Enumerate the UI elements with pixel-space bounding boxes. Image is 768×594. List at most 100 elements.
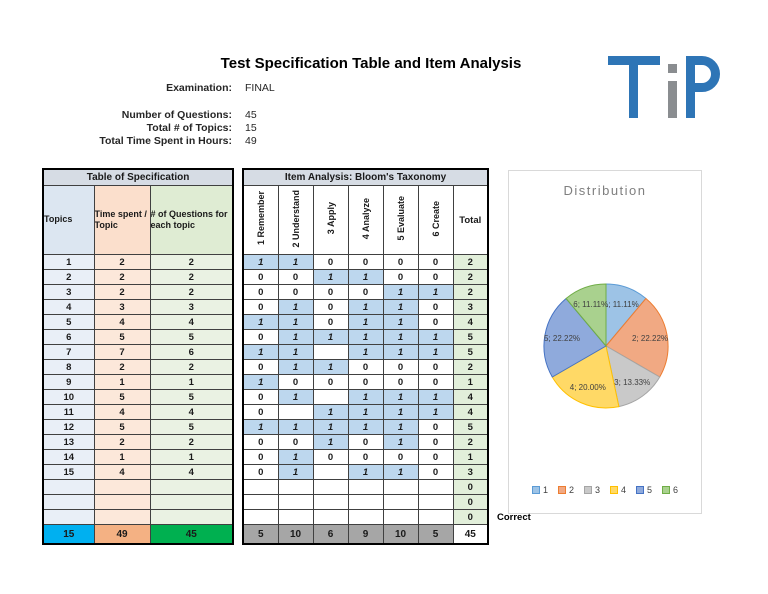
item-cell[interactable]: 1 [312, 404, 349, 420]
total-hours-value[interactable]: 49 [245, 135, 257, 147]
item-cell[interactable] [242, 509, 279, 525]
item-cell[interactable]: 1 [277, 449, 314, 465]
item-cell[interactable] [312, 479, 349, 495]
item-cell[interactable]: 0 [417, 374, 454, 390]
item-cell[interactable]: 1 [417, 284, 454, 300]
item-cell[interactable]: 1 [382, 434, 419, 450]
item-cell[interactable]: 0 [277, 269, 314, 285]
item-cell[interactable]: 1 [277, 329, 314, 345]
item-row-total-cell[interactable]: 2 [452, 269, 489, 285]
item-cell[interactable]: 0 [312, 299, 349, 315]
spec-cell[interactable]: 2 [149, 359, 234, 375]
item-cell[interactable]: 1 [417, 404, 454, 420]
item-cell[interactable]: 1 [382, 419, 419, 435]
item-cell[interactable]: 1 [312, 359, 349, 375]
item-cell[interactable]: 0 [242, 359, 279, 375]
item-cell[interactable]: 0 [242, 449, 279, 465]
item-col-header[interactable]: 4 Analyze [347, 185, 384, 255]
item-cell[interactable] [417, 509, 454, 525]
spec-cell[interactable] [93, 494, 151, 510]
spec-cell[interactable]: 15 [42, 464, 95, 480]
item-cell[interactable]: 0 [417, 299, 454, 315]
item-cell[interactable]: 0 [417, 419, 454, 435]
item-cell[interactable] [382, 509, 419, 525]
item-column-total-cell[interactable]: 10 [277, 524, 314, 545]
item-cell[interactable]: 0 [347, 284, 384, 300]
item-cell[interactable]: 0 [312, 254, 349, 270]
item-cell[interactable]: 1 [382, 314, 419, 330]
item-cell[interactable]: 0 [382, 269, 419, 285]
spec-table-title[interactable]: Table of Specification [42, 168, 234, 186]
spec-cell[interactable]: 9 [42, 374, 95, 390]
item-row-total-cell[interactable]: 4 [452, 314, 489, 330]
item-cell[interactable]: 1 [277, 344, 314, 360]
item-cell[interactable] [347, 479, 384, 495]
item-cell[interactable]: 1 [312, 434, 349, 450]
item-cell[interactable] [347, 494, 384, 510]
item-cell[interactable]: 1 [277, 314, 314, 330]
num-questions-value[interactable]: 45 [245, 109, 257, 121]
item-cell[interactable]: 0 [242, 464, 279, 480]
spec-cell[interactable]: 1 [93, 449, 151, 465]
spec-col-header[interactable]: Time spent / Topic [93, 185, 151, 255]
item-table-title[interactable]: Item Analysis: Bloom's Taxonomy [242, 168, 489, 186]
item-col-header[interactable]: 2 Understand [277, 185, 314, 255]
spec-total-cell[interactable]: 49 [93, 524, 151, 545]
spec-cell[interactable]: 4 [93, 314, 151, 330]
item-cell[interactable]: 1 [242, 314, 279, 330]
item-cell[interactable]: 1 [347, 299, 384, 315]
spec-cell[interactable]: 2 [42, 269, 95, 285]
spec-cell[interactable]: 4 [93, 464, 151, 480]
item-cell[interactable] [277, 479, 314, 495]
item-cell[interactable]: 1 [382, 329, 419, 345]
item-cell[interactable] [347, 509, 384, 525]
item-row-total-cell[interactable]: 2 [452, 434, 489, 450]
spec-cell[interactable] [149, 479, 234, 495]
item-cell[interactable]: 0 [382, 254, 419, 270]
item-cell[interactable]: 0 [312, 374, 349, 390]
item-cell[interactable] [277, 404, 314, 420]
item-row-total-cell[interactable]: 3 [452, 464, 489, 480]
item-cell[interactable] [417, 479, 454, 495]
pie-slice[interactable] [565, 283, 607, 348]
item-cell[interactable]: 0 [382, 374, 419, 390]
item-cell[interactable]: 1 [382, 389, 419, 405]
spec-cell[interactable]: 5 [93, 329, 151, 345]
item-cell[interactable]: 0 [242, 389, 279, 405]
pie-slice[interactable] [543, 297, 607, 378]
item-cell[interactable] [277, 509, 314, 525]
spec-cell[interactable]: 1 [42, 254, 95, 270]
spec-cell[interactable]: 1 [149, 374, 234, 390]
examination-value[interactable]: FINAL [245, 82, 275, 94]
spec-cell[interactable]: 14 [42, 449, 95, 465]
item-cell[interactable]: 0 [347, 449, 384, 465]
item-cell[interactable]: 0 [242, 434, 279, 450]
item-col-header[interactable]: 3 Apply [312, 185, 349, 255]
item-cell[interactable]: 1 [242, 374, 279, 390]
item-row-total-cell[interactable]: 5 [452, 329, 489, 345]
item-cell[interactable]: 0 [417, 434, 454, 450]
spec-cell[interactable]: 13 [42, 434, 95, 450]
item-cell[interactable] [382, 494, 419, 510]
item-cell[interactable] [312, 389, 349, 405]
spec-cell[interactable]: 11 [42, 404, 95, 420]
item-row-total-cell[interactable]: 5 [452, 419, 489, 435]
pie-slice[interactable] [551, 345, 620, 409]
item-row-total-cell[interactable]: 0 [452, 509, 489, 525]
pie-slice[interactable] [605, 297, 669, 378]
spec-cell[interactable]: 5 [93, 389, 151, 405]
item-cell[interactable]: 0 [347, 359, 384, 375]
spec-cell[interactable] [42, 509, 95, 525]
item-cell[interactable]: 0 [312, 284, 349, 300]
spec-cell[interactable]: 2 [93, 434, 151, 450]
item-row-total-cell[interactable]: 2 [452, 284, 489, 300]
item-cell[interactable]: 1 [417, 329, 454, 345]
legend-item[interactable]: 3 [583, 485, 600, 495]
item-cell[interactable] [312, 464, 349, 480]
spec-total-cell[interactable]: 45 [149, 524, 234, 545]
spec-col-header[interactable]: # of Questions for each topic [149, 185, 234, 255]
spec-cell[interactable]: 2 [93, 269, 151, 285]
item-column-total-cell[interactable]: 5 [417, 524, 454, 545]
spec-cell[interactable]: 2 [93, 359, 151, 375]
item-cell[interactable]: 1 [312, 269, 349, 285]
